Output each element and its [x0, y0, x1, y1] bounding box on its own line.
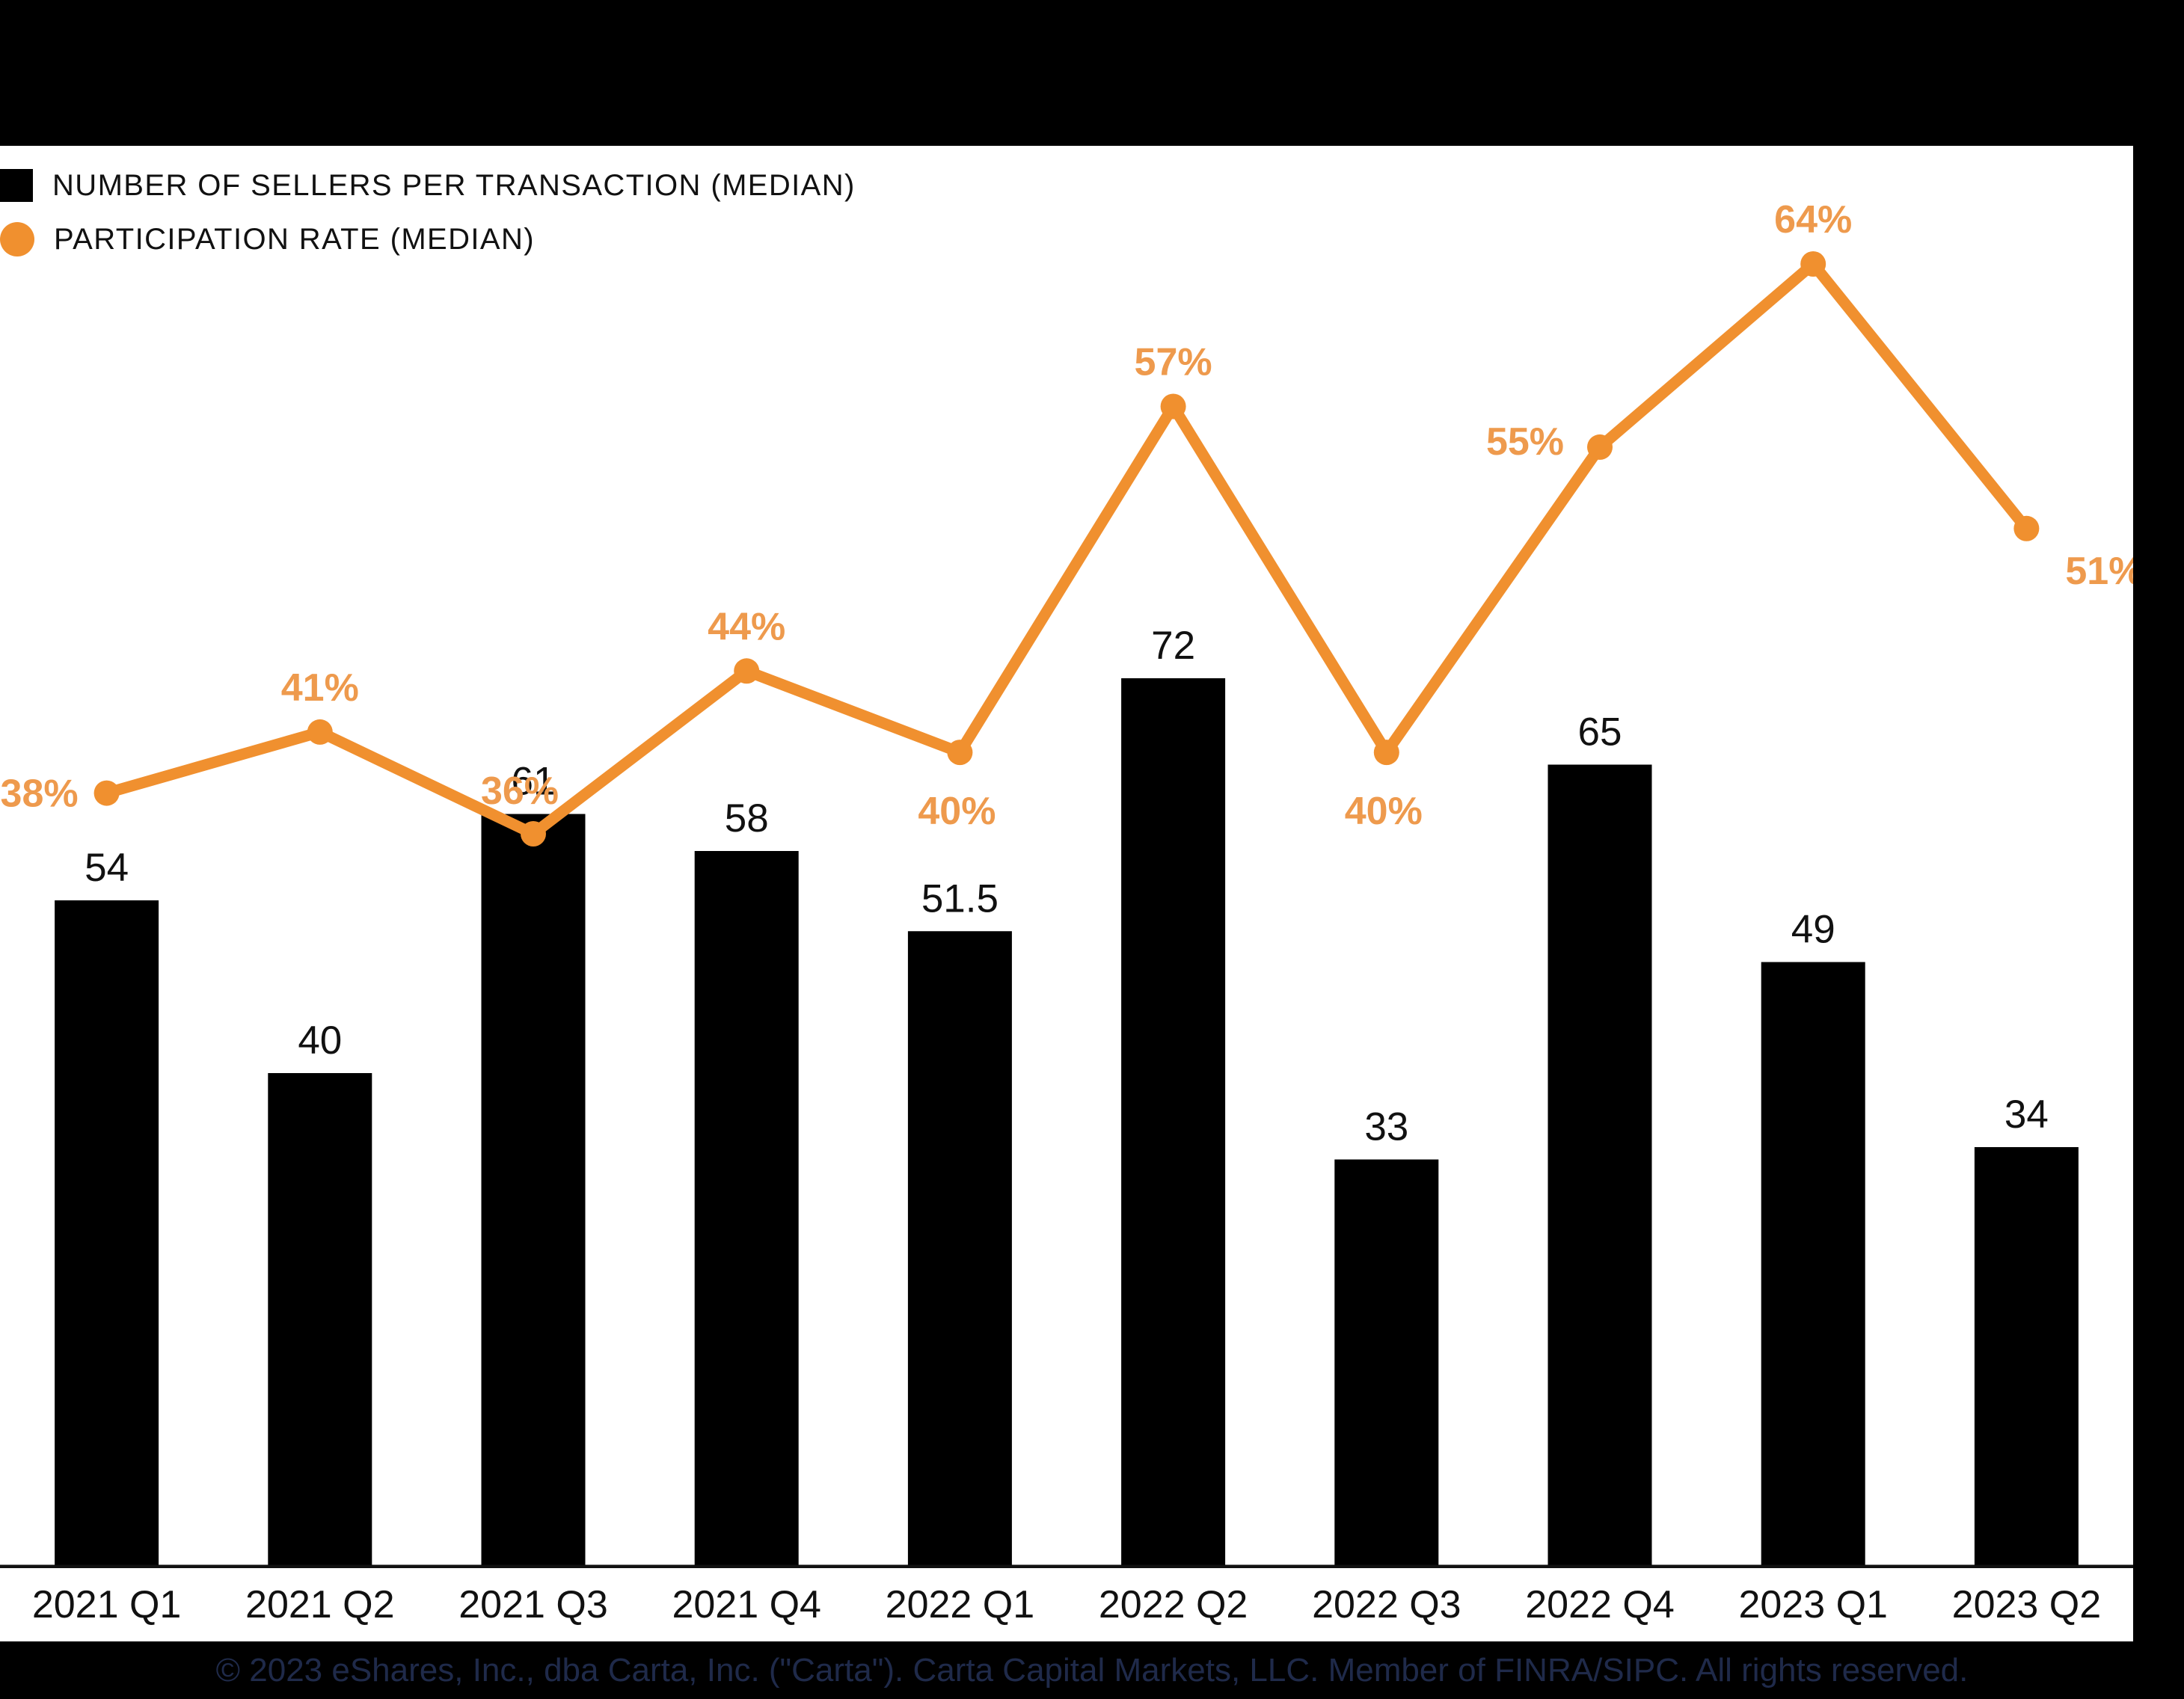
line-data-point[interactable]: [947, 740, 973, 766]
line-value-label: 41%: [281, 666, 359, 710]
bar-value-label: 49: [1791, 908, 1835, 952]
bar-value-label: 58: [725, 796, 769, 841]
x-axis-tick-label: 2022 Q4: [1525, 1583, 1675, 1626]
participation-line-group: [101, 258, 2032, 840]
bar-value-label: 65: [1578, 710, 1622, 755]
chart-graphics: 54 40 61 58 51.5 72 33 65 49 34 38% 41% 36% 44% 40% 57…: [0, 198, 2133, 1568]
line-data-point[interactable]: [521, 821, 546, 847]
participation-line: [101, 258, 2032, 840]
line-data-point[interactable]: [2013, 515, 2040, 541]
x-axis-tick-label: 2021 Q1: [31, 1583, 182, 1626]
bar[interactable]: [1121, 678, 1226, 1567]
bar[interactable]: [1761, 962, 1865, 1567]
line-data-point[interactable]: [1160, 393, 1186, 420]
circle-swatch-icon: [0, 222, 34, 256]
participation-dots-group: [93, 251, 2040, 847]
chart-legend: NUMBER OF SELLERS PER TRANSACTION (MEDIA…: [0, 159, 1047, 266]
x-axis-tick-label: 2022 Q2: [1098, 1583, 1248, 1626]
line-value-label: 57%: [1135, 341, 1212, 384]
bars-group: [55, 678, 2079, 1567]
bar-value-label: 34: [2004, 1093, 2049, 1137]
x-axis-tick-labels: 2021 Q1 2021 Q2 2021 Q3 2021 Q4 2022 Q1 2022 …: [0, 1568, 2133, 1641]
legend-item-label: NUMBER OF SELLERS PER TRANSACTION (MEDIA…: [52, 168, 856, 202]
bar[interactable]: [1334, 1159, 1439, 1567]
bar[interactable]: [1547, 764, 1652, 1567]
participation-labels-group: 38% 41% 36% 44% 40% 57% 40% 55% 64% 51%: [1, 198, 2133, 833]
line-value-label: 64%: [1774, 198, 1852, 242]
plot-panel: NUMBER OF SELLERS PER TRANSACTION (MEDIA…: [0, 146, 2133, 1568]
legend-item-sellers[interactable]: NUMBER OF SELLERS PER TRANSACTION (MEDIA…: [0, 159, 1047, 212]
line-data-point[interactable]: [1587, 434, 1613, 460]
bar-value-label: 33: [1364, 1105, 1408, 1149]
line-data-point[interactable]: [1800, 251, 1826, 277]
line-data-point[interactable]: [93, 780, 120, 806]
line-value-label: 40%: [1345, 790, 1423, 833]
x-axis-tick-label: 2021 Q2: [245, 1583, 395, 1626]
line-value-label: 51%: [2065, 550, 2133, 593]
line-value-label: 40%: [918, 790, 996, 833]
bar[interactable]: [1974, 1147, 2079, 1567]
bar-value-label: 54: [85, 846, 129, 890]
bar-value-label: 61: [512, 760, 556, 804]
line-data-point[interactable]: [307, 719, 333, 745]
bar-value-label: 40: [298, 1019, 342, 1063]
square-swatch-icon: [0, 169, 33, 202]
line-value-label: 44%: [708, 605, 785, 648]
x-axis-tick-label: 2023 Q1: [1738, 1583, 1888, 1626]
bar[interactable]: [55, 900, 159, 1567]
bar-value-label: 72: [1151, 624, 1195, 668]
bar[interactable]: [268, 1073, 372, 1567]
bar[interactable]: [907, 931, 1012, 1567]
legend-item-label: PARTICIPATION RATE (MEDIAN): [54, 222, 536, 256]
x-axis-tick-label: 2023 Q2: [1951, 1583, 2102, 1626]
line-value-label: 36%: [481, 769, 559, 813]
x-axis-tick-label: 2021 Q3: [458, 1583, 608, 1626]
legend-item-participation[interactable]: PARTICIPATION RATE (MEDIAN): [0, 212, 1047, 266]
bar[interactable]: [481, 814, 586, 1567]
line-value-label: 38%: [1, 772, 79, 816]
bar-value-label: 51.5: [921, 876, 999, 921]
footer-copyright: © 2023 eShares, Inc., dba Carta, Inc. ("…: [0, 1641, 2184, 1699]
bar-labels-group: 54 40 61 58 51.5 72 33 65 49 34: [85, 624, 2049, 1149]
x-axis-tick-label: 2021 Q4: [672, 1583, 821, 1626]
line-value-label: 55%: [1486, 420, 1564, 464]
bar[interactable]: [694, 851, 799, 1567]
line-data-point[interactable]: [734, 658, 760, 684]
x-axis-tick-label: 2022 Q1: [885, 1583, 1035, 1626]
line-data-point[interactable]: [1373, 740, 1399, 766]
x-axis-tick-label: 2022 Q3: [1312, 1583, 1461, 1626]
